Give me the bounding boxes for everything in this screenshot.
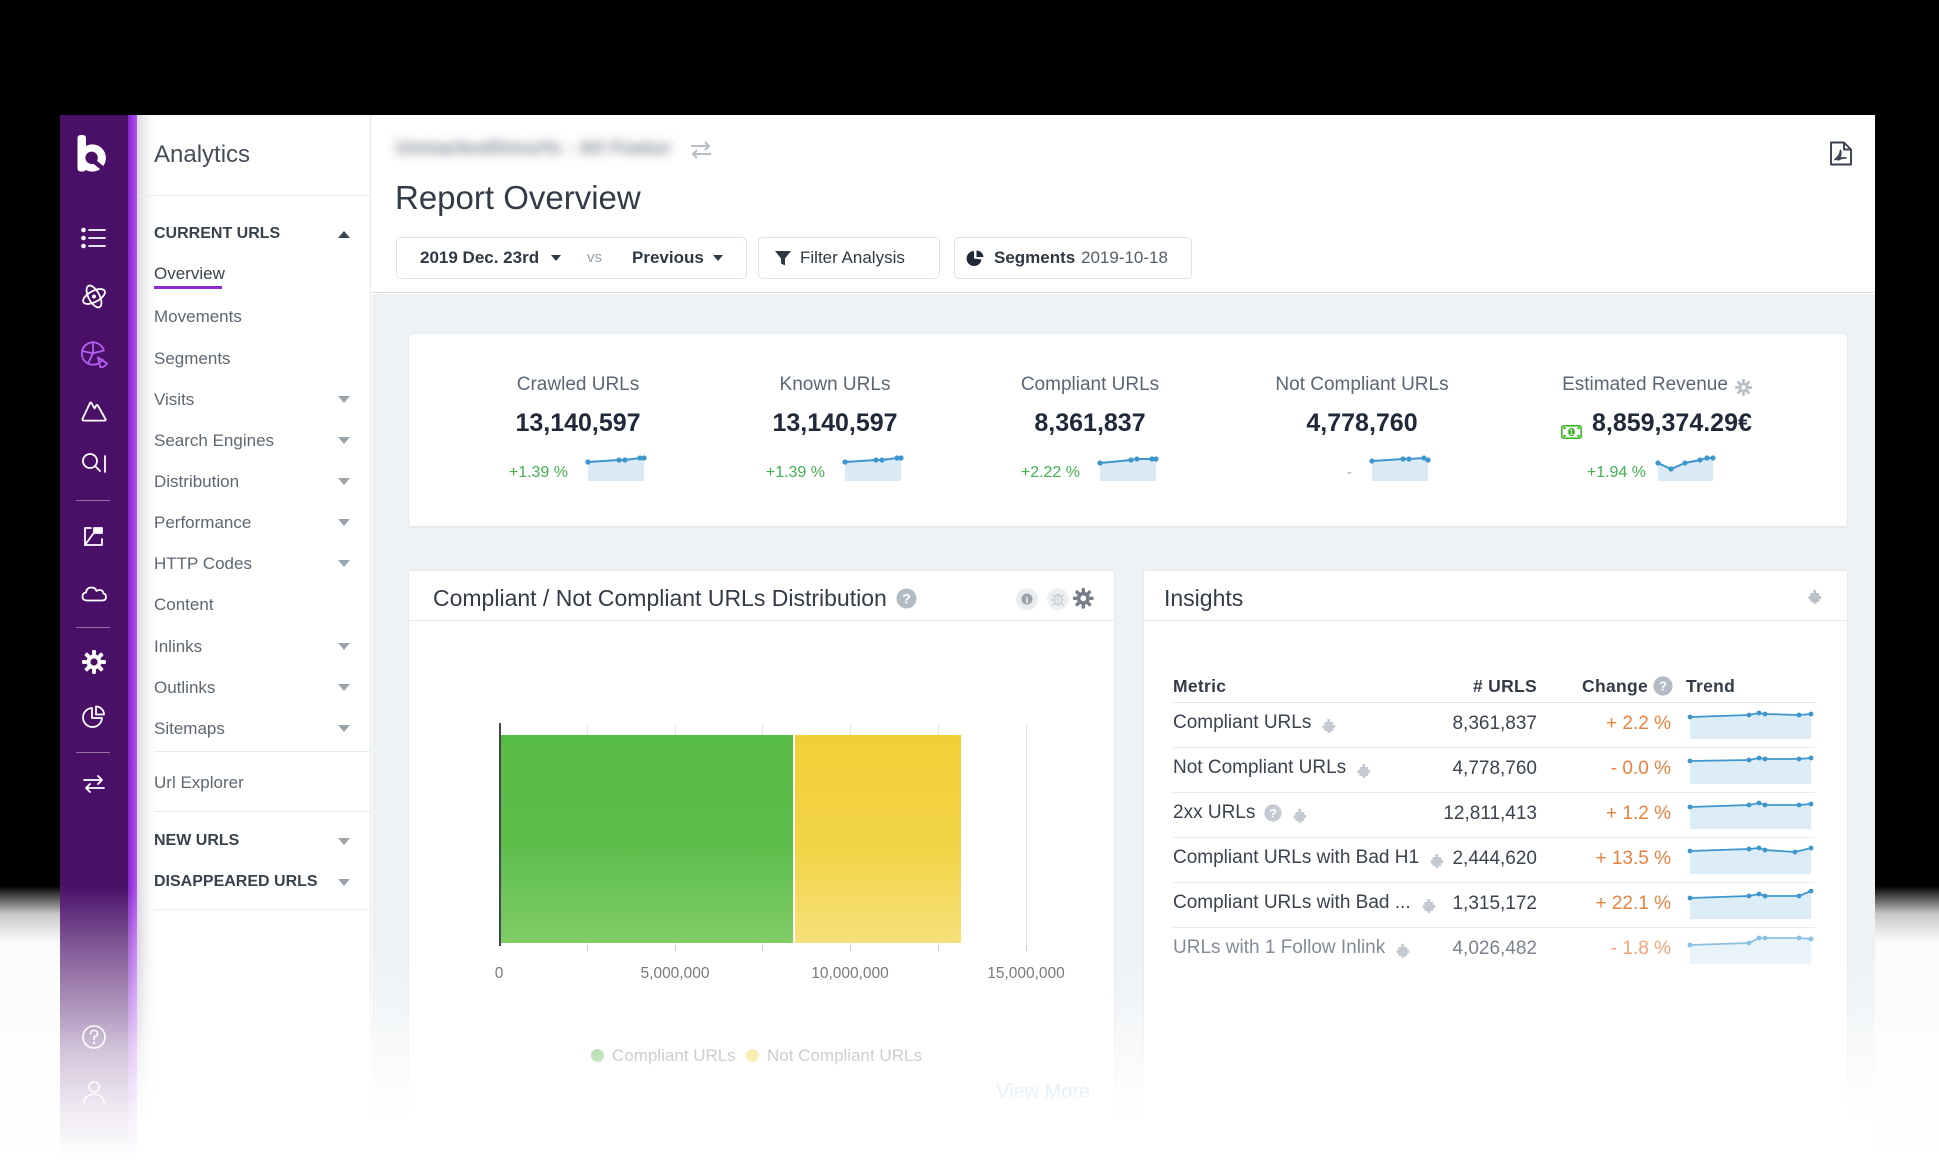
svg-text:?: ? [902, 591, 911, 607]
svg-text:i: i [1026, 596, 1029, 606]
svg-text:?: ? [1659, 679, 1667, 694]
svg-text:?: ? [1270, 806, 1277, 820]
svg-text:1: 1 [1569, 428, 1574, 437]
